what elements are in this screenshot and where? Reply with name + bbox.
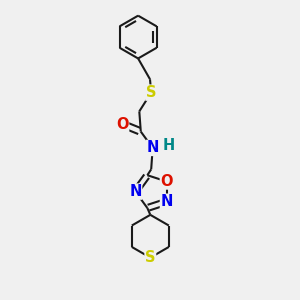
Text: N: N xyxy=(160,194,173,209)
Text: S: S xyxy=(145,250,156,265)
Text: H: H xyxy=(163,138,175,153)
Text: O: O xyxy=(160,174,173,189)
Text: S: S xyxy=(146,85,156,100)
Text: N: N xyxy=(129,184,142,199)
Text: O: O xyxy=(116,117,129,132)
Text: N: N xyxy=(146,140,159,155)
